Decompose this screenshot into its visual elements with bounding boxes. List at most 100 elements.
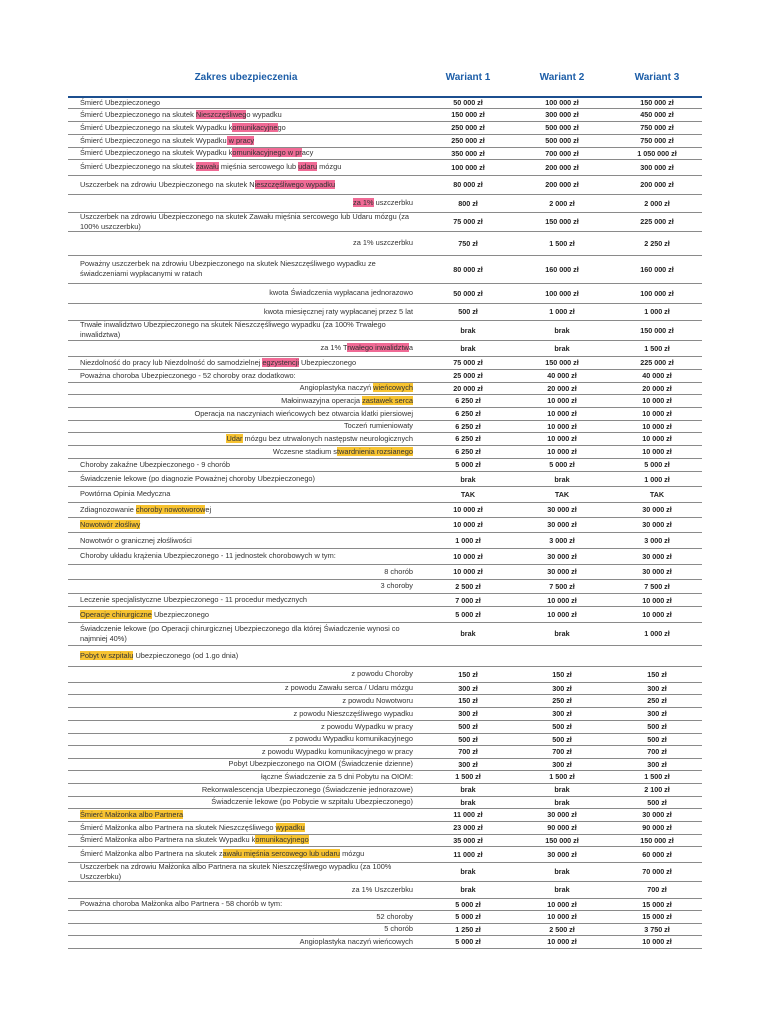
text-segment: Śmierć Ubezpieczonego na skutek Wypadku [80, 135, 227, 145]
label-text: Choroby układu krążenia Ubezpieczonego -… [80, 551, 336, 561]
cell-value: 300 zł [647, 759, 667, 769]
label-text: Śmierć Ubezpieczonego na skutek Wypadku … [80, 148, 313, 158]
row-label: z powodu Wypadku komunikacyjnego w pracy [68, 746, 415, 758]
label-text: Uszczerbek na zdrowiu Ubezpieczonego na … [80, 211, 410, 231]
column-header: Wariant 2 [539, 72, 585, 83]
row-label: 52 choroby [68, 911, 415, 923]
label-text: Pobyt Ubezpieczonego na OIOM (Świadczeni… [228, 759, 413, 769]
cell-value: 10 000 zł [453, 567, 483, 576]
text-segment: mózgu [340, 849, 365, 859]
cell-value: 10 000 zł [547, 912, 577, 922]
table-row: za 1% Uszczerbku brak brak 700 zł [68, 882, 702, 899]
cell-value: 25 000 zł [453, 371, 483, 380]
cell-value: 90 000 zł [547, 823, 577, 832]
text-segment: Ubezpieczonego [298, 357, 357, 367]
table-row: 3 choroby 2 500 zł 7 500 zł 7 500 zł [68, 580, 702, 594]
cell-value: 300 zł [647, 709, 667, 718]
cell-value: 100 000 zł [640, 288, 674, 298]
highlighted-text: Śmierć Małżonka albo Partnera [80, 809, 184, 819]
row-label: 5 chorób [68, 924, 415, 936]
row-label: Operacja na naczyniach wieńcowych bez ot… [68, 408, 415, 420]
cell-value: 250 zł [647, 696, 667, 706]
cell-value: 300 000 zł [640, 162, 674, 172]
cell-value: 10 000 zł [453, 520, 483, 530]
table-row: Śmierć Małżonka albo Partnera na skutek … [68, 835, 702, 847]
cell-value: 1 000 zł [455, 536, 481, 545]
label-text: Świadczenie lekowe (po Operacji chirurgi… [80, 623, 400, 643]
cell-value: 10 000 zł [547, 434, 577, 444]
label-text: Świadczenie lekowe (po diagnozie Poważne… [80, 474, 315, 483]
cell-value: 150 000 zł [640, 835, 674, 845]
cell-value: 50 000 zł [453, 98, 483, 107]
table-row: Śmierć Małżonka albo Partnera na skutek … [68, 847, 702, 863]
label-text: Niezdolność do pracy lub Niezdolność do … [80, 357, 357, 368]
cell-value: 225 000 zł [640, 358, 674, 367]
cell-value: 1 500 zł [644, 343, 670, 353]
row-label: Choroby układu krążenia Ubezpieczonego -… [68, 549, 415, 564]
label-text: Śmierć Małżonka albo Partnera [80, 809, 184, 820]
cell-value: 15 000 zł [642, 912, 672, 922]
cell-value: 10 000 zł [547, 409, 577, 418]
cell-value: 700 zł [647, 885, 667, 895]
cell-value: 150 zł [458, 696, 478, 706]
cell-value: 30 000 zł [547, 810, 577, 820]
highlighted-text: za 1% [353, 198, 374, 208]
table-row: Wczesne stadium stwardnienia rozsianego 6… [68, 446, 702, 459]
table-row: Zdiagnozowanie choroby nowotworowej 10 00… [68, 503, 702, 518]
highlighted-text: twardnienia rozsianego [336, 446, 413, 456]
cell-value: 450 000 zł [640, 110, 674, 120]
label-text: Śmierć Ubezpieczonego na skutek zawału m… [80, 162, 341, 172]
cell-value: 750 000 zł [640, 136, 674, 145]
cell-value: 10 000 zł [547, 447, 577, 456]
table-row: Nowotwór złośliwy 10 000 zł 30 000 zł 30 00… [68, 518, 702, 533]
table-row: za 1% Trwałego inwalidztwa brak brak 1 500 … [68, 341, 702, 357]
text-segment: mięśnia sercowego lub [218, 162, 299, 172]
table-row: z powodu Nieszczęśliwego wypadku 300 zł 30… [68, 708, 702, 721]
row-label: 3 choroby [68, 580, 415, 594]
label-text: Operacje chirurgiczne Ubezpieczonego [80, 609, 209, 620]
label-text: kwota miesięcznej raty wypłacanej przez … [263, 306, 413, 316]
highlighted-text: wypadku [275, 822, 305, 832]
table-row: Śmierć Małżonka albo Partnera na skutek … [68, 822, 702, 835]
row-label: Niezdolność do pracy lub Niezdolność do … [68, 357, 415, 369]
highlighted-text: Nowotwór złośliwy [80, 519, 141, 529]
cell-value: 30 000 zł [642, 551, 672, 561]
cell-value: 10 000 zł [453, 551, 483, 561]
highlighted-text: choroby nowotworow [135, 504, 206, 514]
label-text: Zdiagnozowanie choroby nowotworowej [80, 504, 211, 515]
cell-value: 500 000 zł [545, 123, 579, 132]
label-text: Śmierć Ubezpieczonego [80, 97, 161, 107]
table-row: Niezdolność do pracy lub Niezdolność do … [68, 357, 702, 370]
cell-value: 75 000 zł [453, 358, 483, 367]
cell-value: 90 000 zł [642, 823, 672, 832]
label-text: Toczeń rumieniowaty [343, 421, 413, 431]
label-text: 5 chorób [384, 924, 413, 934]
table-row: Świadczenie lekowe (po Pobycie w szpital… [68, 797, 702, 809]
highlighted-text: zastawek serca [362, 395, 413, 405]
cell-value: 150 000 zł [640, 98, 674, 107]
cell-value: 350 000 zł [451, 148, 485, 158]
cell-value: 750 zł [458, 238, 478, 248]
cell-value: brak [460, 785, 476, 794]
row-label: za 1% Trwałego inwalidztwa [68, 341, 415, 356]
cell-value: 250 000 zł [451, 136, 485, 145]
cell-value: TAK [649, 489, 665, 499]
cell-value: 10 000 zł [547, 421, 577, 431]
cell-value: 30 000 zł [547, 520, 577, 530]
cell-value: 300 zł [552, 683, 572, 693]
cell-value: brak [554, 474, 570, 484]
row-label: Angioplastyka naczyń wieńcowych [68, 383, 415, 395]
cell-value: 1 500 zł [455, 772, 481, 782]
table-row: Uszczerbek na zdrowiu Małżonka albo Part… [68, 862, 702, 882]
row-label: Uszczerbek na zdrowiu Małżonka albo Part… [68, 862, 415, 882]
highlighted-text: w pracy [226, 135, 255, 145]
column-header: Zakres ubezpieczenia [194, 72, 298, 83]
cell-value: 30 000 zł [642, 520, 672, 530]
row-label: kwota Świadczenia wypłacana jednorazowo [68, 284, 415, 303]
table-row: Angioplastyka naczyń wieńcowych 20 000 zł… [68, 383, 702, 395]
row-label: Leczenie specjalistyczne Ubezpieczonego … [68, 594, 415, 606]
text-segment: mózgu bez utrwalonych następstw neurolog… [242, 433, 413, 443]
text-segment: Angioplastyka naczyń [299, 383, 374, 393]
highlighted-text: omunikacyjnego [255, 835, 309, 845]
row-label: Uszczerbek na zdrowiu Ubezpieczonego na … [68, 176, 415, 194]
